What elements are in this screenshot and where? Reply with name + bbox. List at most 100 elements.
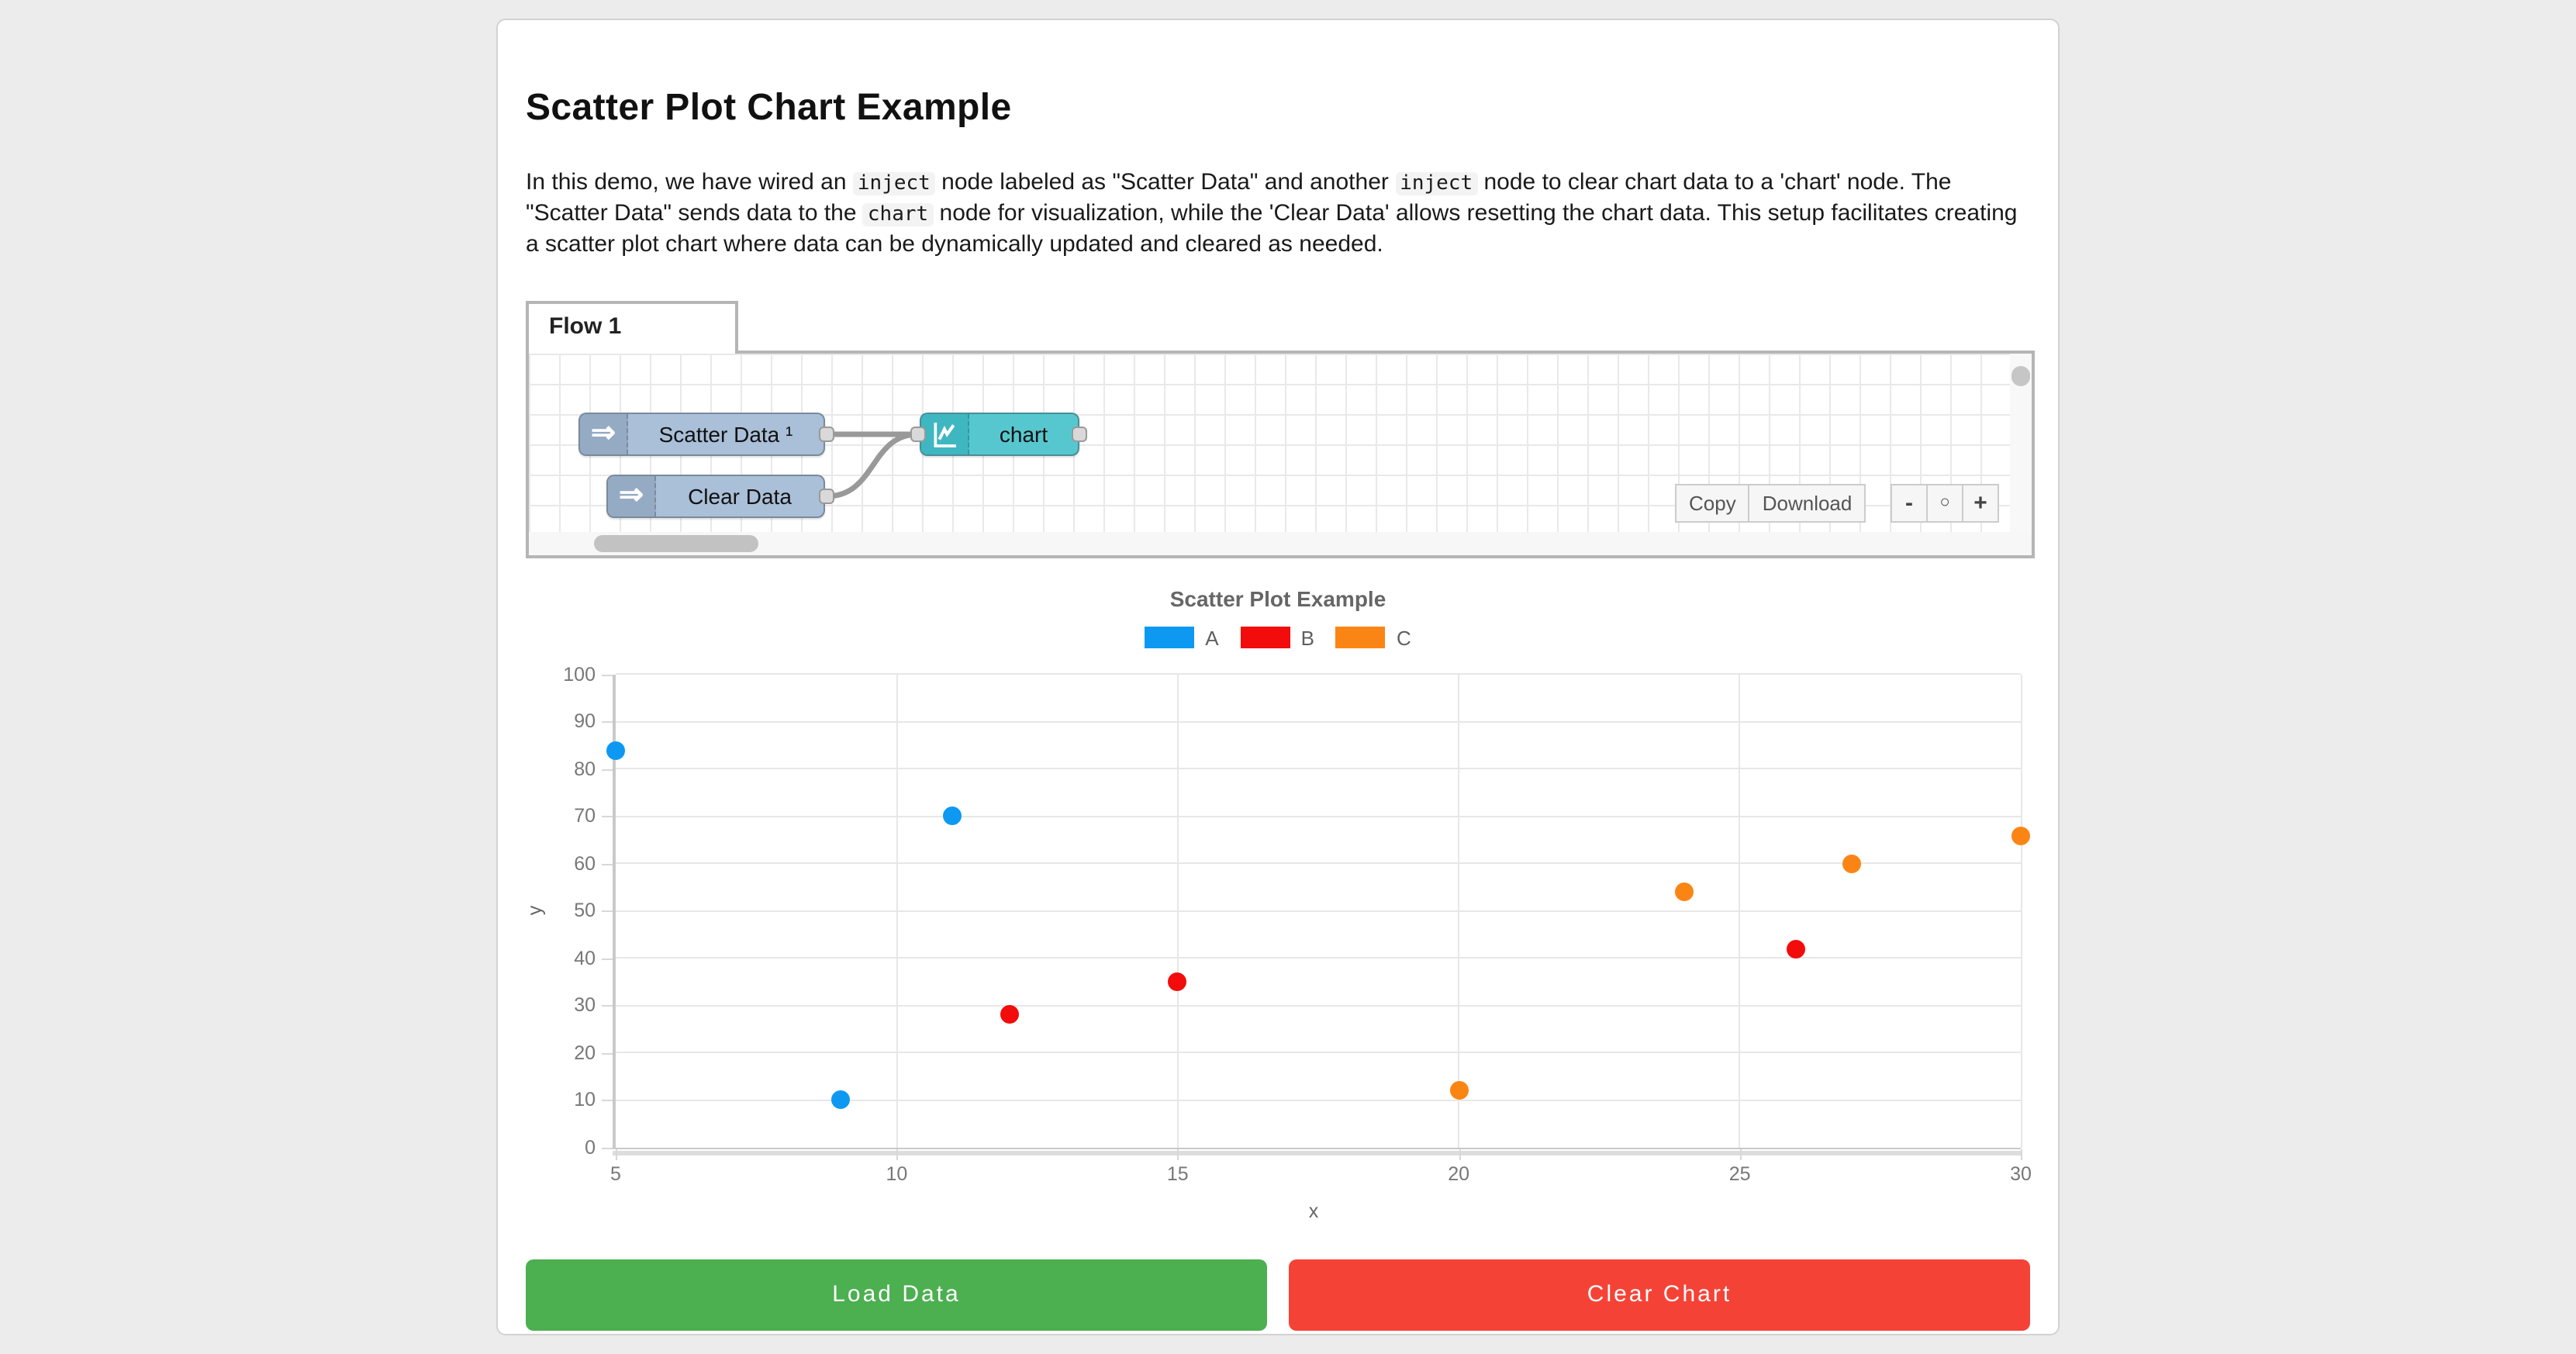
y-tick (602, 816, 613, 818)
legend-label: B (1300, 626, 1314, 650)
x-tick-label: 15 (1166, 1162, 1189, 1185)
y-tick-label: 50 (574, 900, 596, 922)
y-tick (602, 1100, 613, 1102)
port-clear-output[interactable] (819, 488, 834, 504)
content-card: Scatter Plot Chart Example In this demo,… (496, 19, 2060, 1335)
download-button[interactable]: Download (1748, 483, 1866, 523)
zoom-in-button[interactable]: + (1962, 483, 1999, 523)
chart-node-icon (921, 413, 969, 454)
y-tick (602, 769, 613, 771)
y-tick (602, 1147, 613, 1149)
inline-code: inject (1395, 172, 1478, 195)
node-scatter-data[interactable]: ⇒ Scatter Data ¹ (578, 412, 825, 456)
y-tick-label: 40 (574, 947, 596, 969)
node-label: Scatter Data ¹ (658, 421, 793, 447)
legend-swatch (1145, 627, 1195, 649)
chart-legend: A B C (526, 627, 2030, 650)
flow-wires (824, 431, 921, 499)
zoom-controls: - ○ + (1891, 483, 1999, 523)
node-clear-data[interactable]: ⇒ Clear Data (606, 474, 825, 518)
gridline (616, 910, 2021, 912)
y-tick-label: 100 (563, 663, 596, 686)
x-tick-label: 10 (886, 1162, 908, 1185)
scatter-point-B (1787, 939, 1806, 959)
x-tick (1177, 1148, 1179, 1160)
y-tick-label: 60 (574, 852, 596, 875)
x-tick (616, 1148, 617, 1160)
port-chart-input[interactable] (910, 426, 926, 442)
scatter-point-A (830, 1090, 850, 1110)
copy-button[interactable]: Copy (1675, 483, 1750, 523)
x-tick-label: 5 (610, 1162, 621, 1185)
legend-item-B[interactable]: B (1240, 626, 1314, 650)
flow-canvas[interactable]: ⇒ Scatter Data ¹ ⇒ Clear Data (526, 350, 2035, 558)
port-scatter-output[interactable] (819, 426, 834, 442)
flow-tab[interactable]: Flow 1 (526, 300, 738, 354)
action-buttons: Load Data Clear Chart (526, 1259, 2030, 1331)
inject-arrow-icon: ⇒ (619, 479, 644, 513)
y-tick-label: 70 (574, 805, 596, 827)
plot-area: y 0 10 20 30 40 50 60 70 80 90 100 5 10 15 20 25 30 (524, 664, 2032, 1185)
gridline (616, 957, 2021, 959)
inject-icon: ⇒ (608, 475, 656, 516)
inject-arrow-icon: ⇒ (591, 417, 616, 451)
vertical-scrollbar[interactable] (2010, 353, 2032, 532)
y-tick-label: 10 (574, 1089, 596, 1111)
y-tick (602, 721, 613, 724)
x-tick (1739, 1148, 1742, 1160)
legend-item-A[interactable]: A (1145, 626, 1219, 650)
gridline (1458, 674, 1460, 1148)
zoom-out-button[interactable]: - (1891, 483, 1928, 523)
scatter-point-C (1842, 854, 1862, 873)
vertical-scrollbar-thumb[interactable] (2011, 365, 2030, 386)
x-tick-label: 20 (1448, 1162, 1470, 1185)
inline-code: inject (852, 172, 935, 195)
y-tick-label: 20 (574, 1041, 596, 1064)
x-axis-line (613, 1150, 2021, 1155)
y-tick-label: 0 (585, 1136, 596, 1159)
horizontal-scrollbar-thumb[interactable] (594, 534, 758, 552)
scatter-point-C (2011, 826, 2030, 845)
y-tick-label: 30 (574, 994, 596, 1017)
gridline (616, 815, 2021, 817)
gridline (616, 1004, 2021, 1007)
node-label: Clear Data (688, 483, 792, 509)
line-chart-icon (934, 422, 956, 447)
gridline (1739, 674, 1741, 1148)
node-chart[interactable]: chart (920, 412, 1079, 456)
page-title: Scatter Plot Chart Example (526, 87, 1012, 129)
y-tick (602, 1005, 613, 1007)
legend-swatch (1240, 627, 1290, 649)
x-axis-title: x (1308, 1200, 1319, 1222)
y-tick (602, 958, 613, 960)
gridline (616, 673, 2021, 675)
scatter-point-B (1168, 972, 1187, 992)
horizontal-scrollbar[interactable] (529, 531, 2032, 555)
port-chart-output[interactable] (1072, 426, 1087, 442)
y-tick (602, 674, 613, 676)
gridline (616, 862, 2021, 865)
legend-item-C[interactable]: C (1335, 626, 1411, 650)
inline-code: chart (862, 202, 934, 226)
y-tick-label: 90 (574, 710, 596, 733)
gridline (2020, 674, 2022, 1148)
load-data-button[interactable]: Load Data (526, 1259, 1267, 1331)
gridline (616, 768, 2021, 770)
y-tick (602, 863, 613, 865)
zoom-reset-button[interactable]: ○ (1926, 483, 1963, 523)
scatter-point-C (1449, 1081, 1469, 1100)
legend-label: A (1205, 626, 1219, 650)
x-tick (1459, 1148, 1461, 1160)
gridline (616, 720, 2021, 723)
y-tick (602, 910, 613, 913)
scatter-point-A (943, 807, 962, 826)
description-paragraph: In this demo, we have wired an inject no… (526, 169, 2018, 257)
gridline (616, 1099, 2021, 1101)
wire-clear-to-chart[interactable] (824, 431, 921, 499)
x-tick (896, 1148, 899, 1160)
legend-label: C (1396, 626, 1411, 650)
scatter-point-B (1000, 1005, 1019, 1024)
clear-chart-button[interactable]: Clear Chart (1289, 1259, 2030, 1331)
